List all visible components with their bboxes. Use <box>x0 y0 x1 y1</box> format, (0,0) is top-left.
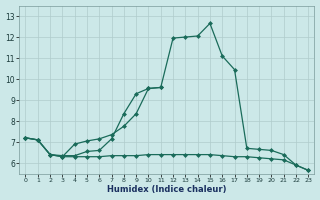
X-axis label: Humidex (Indice chaleur): Humidex (Indice chaleur) <box>107 185 227 194</box>
